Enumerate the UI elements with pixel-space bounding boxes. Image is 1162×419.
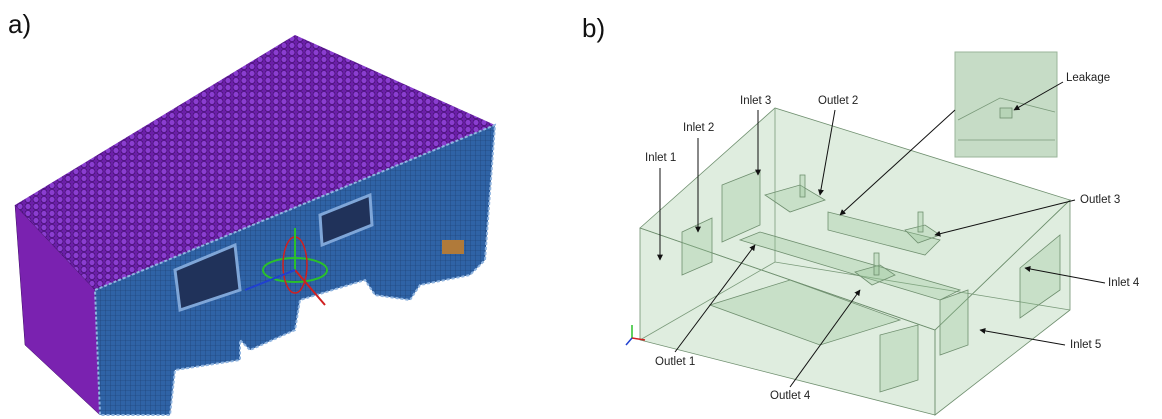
callout-label: Inlet 2 <box>683 122 714 134</box>
callout-label: Inlet 3 <box>740 95 771 107</box>
callout-label: Outlet 4 <box>770 390 811 402</box>
callout-label: Outlet 3 <box>1080 194 1120 206</box>
callout-label: Outlet 1 <box>655 356 695 368</box>
callout-label: Inlet 1 <box>645 152 676 164</box>
callout-label: Leakage <box>1066 72 1110 84</box>
callout-label: Inlet 4 <box>1108 277 1140 289</box>
panel-label: b) <box>582 13 605 43</box>
figure: a) b) <box>0 0 1162 419</box>
callout-label: Outlet 2 <box>818 95 858 107</box>
mesh-inlet <box>442 240 464 254</box>
inset <box>955 52 1057 157</box>
callout-label: Inlet 5 <box>1070 339 1101 351</box>
panel-label: a) <box>8 9 31 39</box>
mesh-render <box>15 35 495 415</box>
